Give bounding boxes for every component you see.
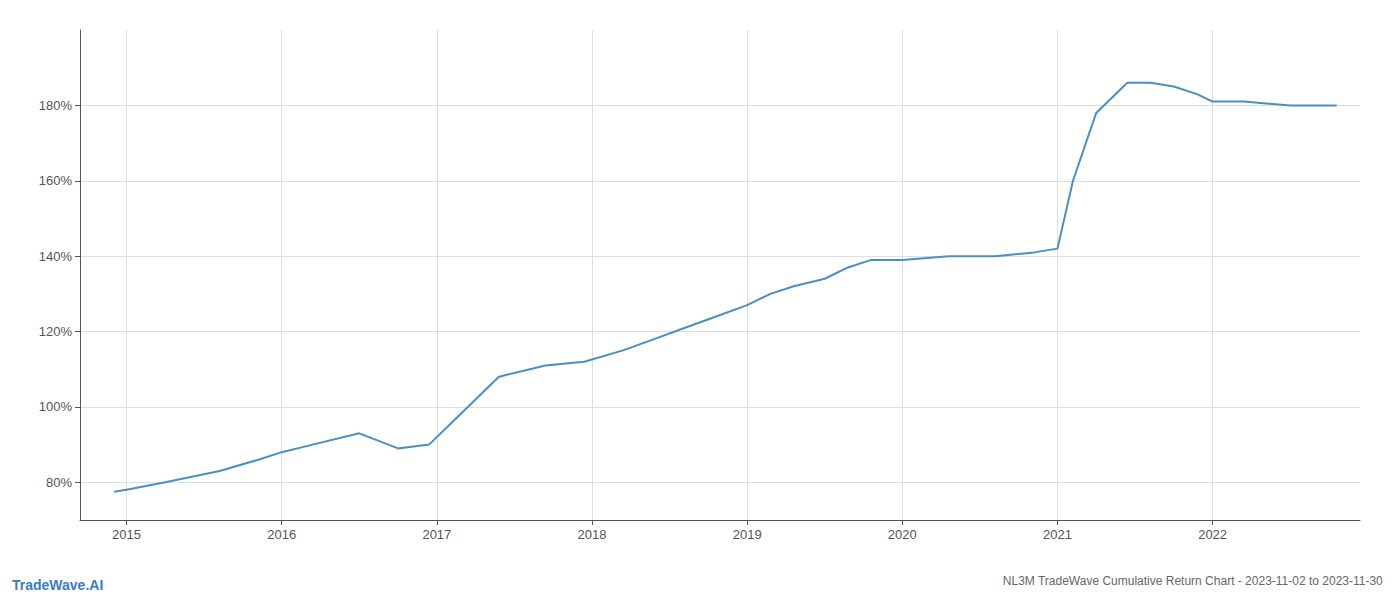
svg-text:TradeWave.AI: TradeWave.AI: [12, 577, 103, 593]
svg-text:2021: 2021: [1043, 527, 1072, 542]
svg-text:2020: 2020: [888, 527, 917, 542]
svg-text:100%: 100%: [39, 399, 73, 414]
svg-text:180%: 180%: [39, 98, 73, 113]
svg-text:160%: 160%: [39, 173, 73, 188]
svg-text:2018: 2018: [578, 527, 607, 542]
svg-text:2019: 2019: [733, 527, 762, 542]
svg-text:NL3M TradeWave Cumulative Retu: NL3M TradeWave Cumulative Return Chart -…: [1003, 574, 1383, 588]
svg-text:2016: 2016: [267, 527, 296, 542]
svg-text:2017: 2017: [422, 527, 451, 542]
svg-text:2015: 2015: [112, 527, 141, 542]
svg-text:140%: 140%: [39, 249, 73, 264]
svg-text:120%: 120%: [39, 324, 73, 339]
svg-text:80%: 80%: [46, 475, 72, 490]
svg-text:2022: 2022: [1198, 527, 1227, 542]
